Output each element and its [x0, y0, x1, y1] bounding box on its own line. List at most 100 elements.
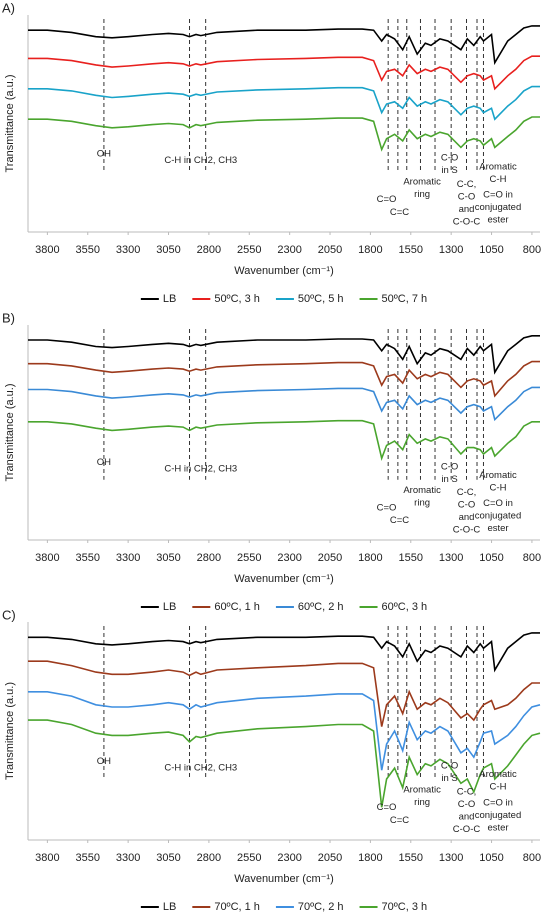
annotation: C-H	[490, 782, 507, 793]
x-tick-label: 1050	[479, 852, 503, 864]
x-tick-label: 2300	[277, 244, 301, 256]
annotation: C=C	[390, 207, 409, 218]
annotation: ester	[487, 523, 508, 534]
x-tick-label: 3050	[156, 552, 180, 564]
x-tick-label: 2550	[237, 244, 261, 256]
annotation: C-O-C	[453, 525, 481, 536]
annotation: and	[459, 204, 475, 215]
x-tick-label: 3300	[116, 552, 140, 564]
y-axis-label: Transmittance (a.u.)	[4, 383, 16, 481]
legend-label: 60ºC, 1 h	[214, 601, 260, 613]
annotation: C=C	[390, 515, 409, 526]
x-tick-label: 2800	[197, 852, 221, 864]
spectrum-line	[28, 55, 540, 91]
panel-label: A)	[2, 0, 15, 15]
legend-label: 60ºC, 3 h	[382, 601, 428, 613]
annotation: C=O	[377, 802, 397, 813]
x-tick-label: 3050	[156, 244, 180, 256]
spectrum-line	[28, 386, 540, 422]
annotation: and	[459, 512, 475, 523]
annotation: Aromatic	[403, 784, 441, 795]
legend-label: LB	[163, 901, 176, 913]
annotation: in S	[441, 474, 457, 485]
spectrum-line	[28, 335, 540, 375]
x-tick-label: 1550	[399, 852, 423, 864]
legend: LB 70ºC, 1 h 70ºC, 2 h 70ºC, 3 h	[140, 901, 428, 913]
legend-label: LB	[163, 601, 176, 613]
x-tick-label: 3300	[116, 852, 140, 864]
annotation: C-O	[441, 153, 458, 164]
x-tick-label: 1800	[358, 552, 382, 564]
legend-label: 50ºC, 3 h	[214, 293, 260, 305]
annotation: C-O	[441, 760, 458, 771]
annotation: ring	[414, 498, 430, 509]
annotation: C-C,	[457, 787, 477, 798]
annotation: ester	[487, 822, 508, 833]
panel-label: B)	[2, 310, 15, 325]
annotation: Aromatic	[403, 485, 441, 496]
x-tick-label: 800	[523, 852, 541, 864]
annotation: ester	[487, 215, 508, 226]
spectrum-line	[28, 360, 540, 398]
x-tick-label: 2550	[237, 552, 261, 564]
annotation: C-H	[490, 174, 507, 185]
spectrum-line	[28, 85, 540, 121]
annotation: C-H	[490, 483, 507, 494]
x-tick-label: 2050	[318, 852, 342, 864]
annotation: C=O in	[483, 190, 513, 201]
x-axis-label: Wavenumber (cm⁻¹)	[234, 265, 334, 277]
spectrum-line	[28, 660, 540, 727]
x-tick-label: 3300	[116, 244, 140, 256]
x-tick-label: 2050	[318, 552, 342, 564]
x-tick-label: 2050	[318, 244, 342, 256]
annotation: Aromatic	[479, 161, 517, 172]
spectrum-line	[28, 719, 541, 808]
annotation: C=O in	[483, 797, 513, 808]
annotation: and	[459, 812, 475, 823]
annotation: C-C,	[457, 487, 477, 498]
annotation: ring	[414, 797, 430, 808]
legend: LB 50ºC, 3 h 50ºC, 5 h 50ºC, 7 h	[140, 293, 428, 305]
annotation: Aromatic	[479, 470, 517, 481]
legend-label: 50ºC, 7 h	[382, 293, 428, 305]
x-tick-label: 3050	[156, 852, 180, 864]
annotation: C-O	[441, 461, 458, 472]
annotation: C=O	[377, 194, 397, 205]
x-tick-label: 3800	[35, 552, 59, 564]
x-tick-label: 2550	[237, 852, 261, 864]
annotation: C=C	[390, 815, 409, 826]
x-tick-label: 3800	[35, 244, 59, 256]
x-tick-label: 3550	[76, 552, 100, 564]
x-axis-label: Wavenumber (cm⁻¹)	[234, 873, 334, 885]
y-axis-label: Transmittance (a.u.)	[4, 682, 16, 780]
x-tick-label: 1300	[439, 852, 463, 864]
legend-label: 60ºC, 2 h	[298, 601, 344, 613]
annotation: C=O in	[483, 498, 513, 509]
x-tick-label: 1050	[479, 244, 503, 256]
x-tick-label: 1550	[399, 244, 423, 256]
annotation: C=O	[377, 502, 397, 513]
annotation: C-O-C	[453, 824, 481, 835]
legend-label: 70ºC, 1 h	[214, 901, 260, 913]
x-tick-label: 3800	[35, 852, 59, 864]
x-tick-label: 2300	[277, 852, 301, 864]
x-tick-label: 2300	[277, 552, 301, 564]
annotation: conjugated	[475, 202, 521, 213]
legend-label: 70ºC, 3 h	[382, 901, 428, 913]
x-tick-label: 2800	[197, 552, 221, 564]
annotation: C-O-C	[453, 216, 481, 227]
annotation: in S	[441, 773, 457, 784]
annotation: Aromatic	[479, 769, 517, 780]
x-tick-label: 3550	[76, 244, 100, 256]
spectrum-line	[28, 632, 540, 673]
annotation: C-H in CH2, CH3	[164, 464, 237, 475]
x-tick-label: 800	[523, 244, 541, 256]
x-tick-label: 1800	[358, 244, 382, 256]
legend-label: 50ºC, 5 h	[298, 293, 344, 305]
y-axis-label: Transmittance (a.u.)	[4, 74, 16, 172]
x-tick-label: 2800	[197, 244, 221, 256]
annotation: C-H in CH2, CH3	[164, 155, 237, 166]
annotation: in S	[441, 165, 457, 176]
annotation: OH	[97, 148, 111, 159]
